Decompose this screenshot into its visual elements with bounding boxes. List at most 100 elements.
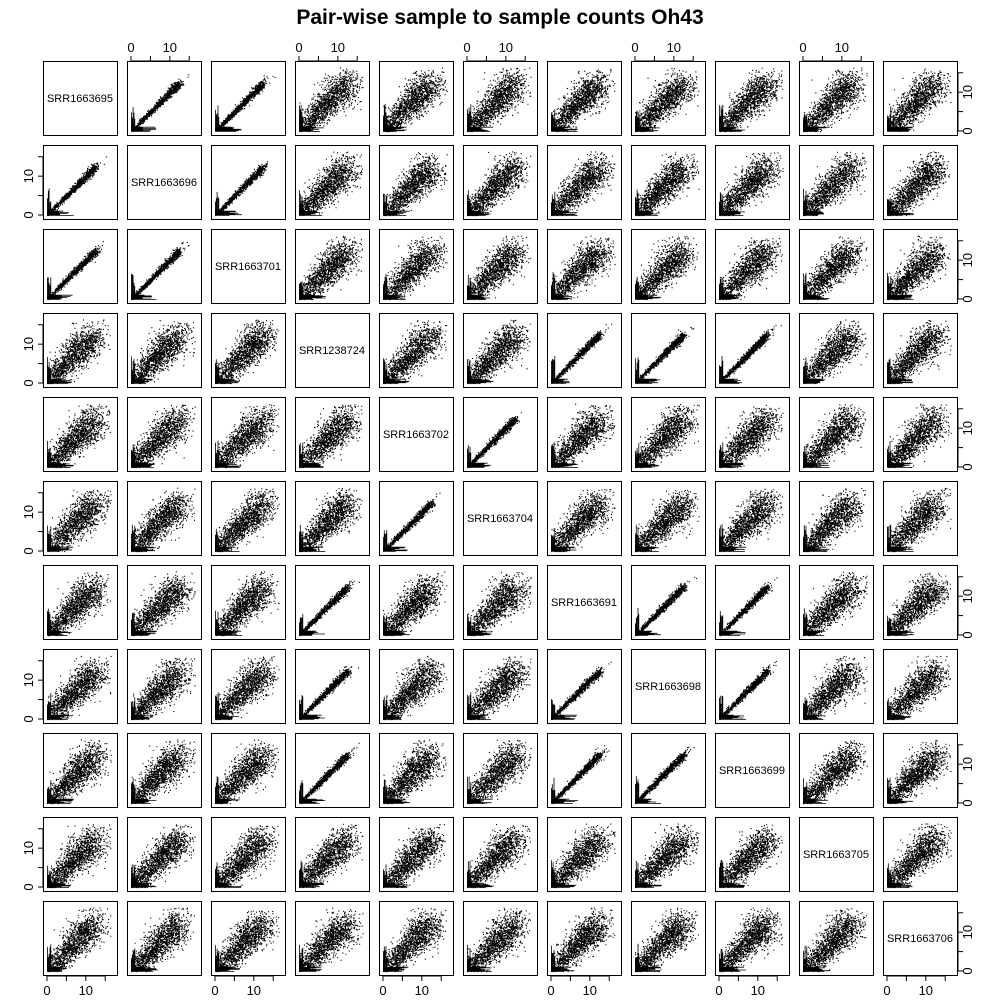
y-tick-label: 0 — [960, 799, 975, 806]
scatter-points — [299, 488, 363, 553]
scatter-points — [551, 489, 616, 553]
panel-SRR1663705-SRR1663702 — [379, 817, 454, 892]
scatter-points — [551, 745, 610, 805]
scatter-points — [635, 236, 699, 301]
panel-SRR1663701-SRR1663695 — [43, 229, 118, 304]
panel-frame — [631, 565, 706, 640]
panel-frame — [379, 817, 454, 892]
scatter-points — [803, 151, 867, 217]
panel-SRR1663696-SRR1663706 — [883, 145, 958, 220]
scatter-points — [215, 739, 280, 805]
panel-frame — [295, 901, 370, 976]
scatter-points — [887, 320, 952, 385]
panel-SRR1663698-SRR1663695 — [43, 649, 118, 724]
panel-frame — [547, 565, 622, 640]
x-tick-label: 10 — [79, 983, 93, 998]
scatter-points — [299, 151, 363, 217]
panel-SRR1663699-SRR1663702 — [379, 733, 454, 808]
panel-frame — [799, 565, 874, 640]
scatter-points — [131, 907, 195, 973]
panel-SRR1663691-SRR1663704 — [463, 565, 538, 640]
panel-SRR1663698-SRR1663701 — [211, 649, 286, 724]
y-tick-label: 10 — [960, 589, 975, 603]
panel-SRR1663701-SRR1663706 — [883, 229, 958, 304]
panel-frame — [463, 733, 538, 808]
panel-SRR1663702-SRR1663705 — [799, 397, 874, 472]
x-tick-label: 0 — [379, 983, 386, 998]
x-tick-label: 10 — [919, 983, 933, 998]
scatter-points — [887, 151, 951, 217]
panel-SRR1663695-SRR1663706 — [883, 61, 958, 136]
diagonal-label: SRR1663696 — [131, 177, 197, 189]
y-tick-label: 0 — [960, 967, 975, 974]
panel-frame — [799, 229, 874, 304]
scatter-points — [719, 67, 784, 133]
scatter-points — [299, 823, 364, 889]
scatter-points — [131, 404, 196, 469]
panel-frame — [127, 313, 202, 388]
y-tick-label: 10 — [960, 421, 975, 435]
scatter-points — [803, 908, 867, 973]
x-tick-label: 10 — [835, 40, 849, 55]
scatter-points — [131, 74, 190, 133]
panel-SRR1663702-SRR1663696 — [127, 397, 202, 472]
panel-frame — [883, 649, 958, 724]
x-tick-label: 0 — [295, 40, 302, 55]
panel-frame — [463, 481, 538, 556]
panel-frame — [883, 145, 958, 220]
panel-frame — [211, 565, 286, 640]
scatter-points — [719, 907, 783, 973]
panel-SRR1238724-SRR1663702 — [379, 313, 454, 388]
panel-frame — [631, 145, 706, 220]
y-tick-label: 0 — [960, 631, 975, 638]
scatter-points — [635, 823, 699, 889]
scatter-points — [383, 824, 446, 889]
scatter-points — [131, 320, 196, 385]
scatter-points — [383, 492, 441, 552]
scatter-points — [47, 404, 111, 469]
scatter-points — [215, 161, 268, 216]
scatter-points — [131, 657, 196, 721]
panel-SRR1663701-SRR1663691 — [547, 229, 622, 304]
panel-frame — [211, 229, 286, 304]
scatter-points — [47, 907, 112, 973]
panel-SRR1663699-SRR1663706 — [883, 733, 958, 808]
y-tick-label: 10 — [21, 673, 36, 687]
scatter-points — [467, 151, 532, 217]
panel-frame — [631, 901, 706, 976]
x-tick-label: 10 — [499, 40, 513, 55]
y-tick-label: 0 — [21, 883, 36, 890]
diagonal-label: SRR1238724 — [299, 345, 365, 357]
panel-SRR1663701-SRR1663704 — [463, 229, 538, 304]
scatter-points — [803, 571, 868, 637]
scatter-points — [803, 656, 868, 721]
panel-SRR1663691-SRR1238724 — [295, 565, 370, 640]
panel-SRR1663696-SRR1238724 — [295, 145, 370, 220]
panel-SRR1663695-SRR1663695: SRR1663695 — [43, 61, 118, 136]
panel-frame — [547, 481, 622, 556]
panel-frame — [211, 61, 286, 136]
panel-SRR1663705-SRR1663696 — [127, 817, 202, 892]
panel-frame — [547, 733, 622, 808]
panel-SRR1663696-SRR1663695 — [43, 145, 118, 220]
panel-SRR1663698-SRR1663704 — [463, 649, 538, 724]
panel-SRR1238724-SRR1238724: SRR1238724 — [295, 313, 370, 388]
panel-frame — [799, 733, 874, 808]
scatter-points — [47, 739, 112, 805]
panel-SRR1663696-SRR1663702 — [379, 145, 454, 220]
panel-SRR1663706-SRR1663705 — [799, 901, 874, 976]
panel-SRR1663701-SRR1663701: SRR1663701 — [211, 229, 286, 304]
panel-frame — [295, 397, 370, 472]
panel-SRR1663695-SRR1663691 — [547, 61, 622, 136]
panel-SRR1238724-SRR1663698 — [631, 313, 706, 388]
x-tick-label: 0 — [43, 983, 50, 998]
x-tick-label: 10 — [667, 40, 681, 55]
scatter-points — [551, 68, 616, 133]
scatter-points — [467, 656, 532, 721]
scatter-points — [887, 739, 952, 805]
panel-frame — [295, 481, 370, 556]
panel-SRR1663702-SRR1663706 — [883, 397, 958, 472]
scatter-points — [383, 152, 448, 217]
panel-frame — [547, 61, 622, 136]
